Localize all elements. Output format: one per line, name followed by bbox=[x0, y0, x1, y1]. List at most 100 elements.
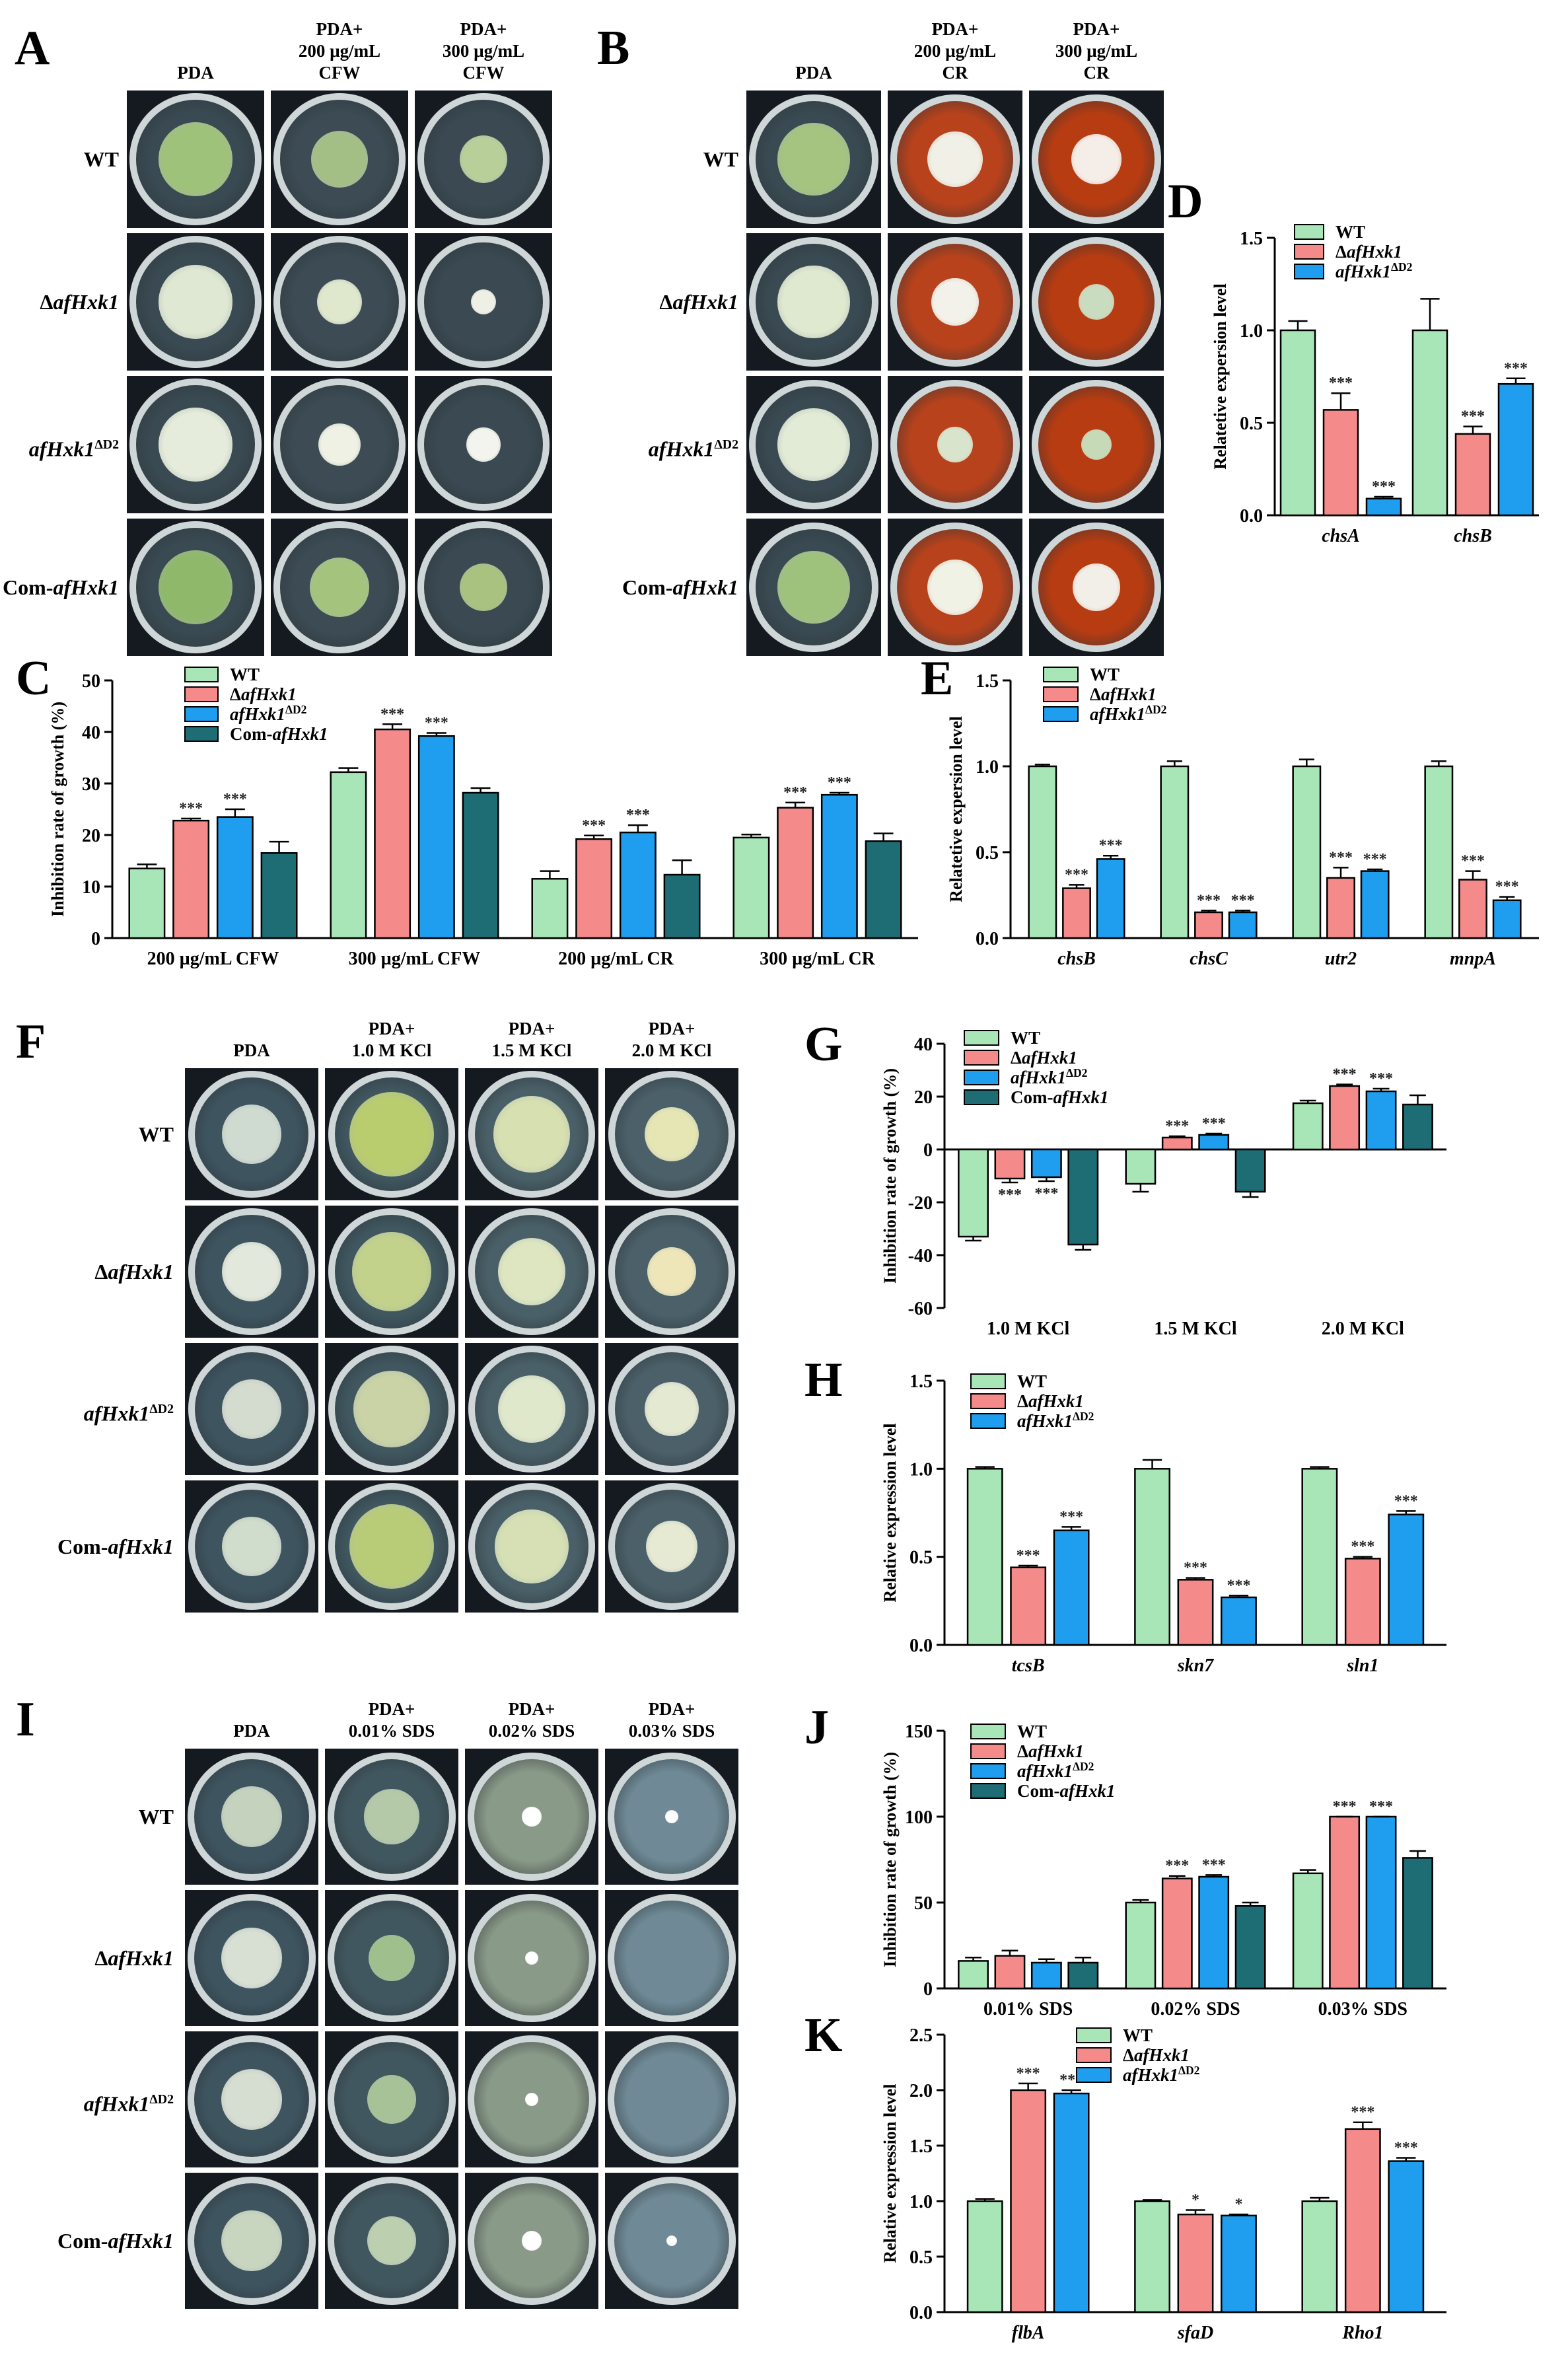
x-tick-label: 0.01% SDS bbox=[983, 1999, 1073, 2019]
bar bbox=[1030, 1961, 1062, 1990]
legend-label: ΔafHxk1 bbox=[1017, 1741, 1084, 1761]
column-header: PDA+ 2.0 M KCl bbox=[631, 1019, 712, 1060]
agar-medium bbox=[614, 2041, 730, 2158]
y-tick-label: 1.5 bbox=[1240, 229, 1263, 249]
fungal-colony bbox=[159, 550, 232, 624]
bar bbox=[1329, 1815, 1361, 1990]
legend-label: WT bbox=[1090, 665, 1120, 684]
legend-swatch bbox=[184, 686, 219, 702]
legend-swatch bbox=[970, 1724, 1006, 1739]
plate-photo bbox=[184, 1342, 320, 1476]
fungal-colony bbox=[931, 278, 979, 326]
x-tick-label: chsC bbox=[1190, 949, 1228, 969]
fungal-colony bbox=[497, 1375, 566, 1443]
bar bbox=[994, 1955, 1026, 1990]
y-tick-label: 20 bbox=[914, 1087, 933, 1108]
bar bbox=[374, 728, 411, 939]
y-axis-label: Inhibition rate of growth (%) bbox=[880, 1068, 900, 1284]
bar bbox=[1062, 887, 1091, 939]
y-axis-label: Relatetive expersion level bbox=[1211, 283, 1230, 470]
legend-swatch bbox=[964, 1070, 999, 1085]
plate-photo bbox=[184, 1479, 320, 1614]
plate-photo bbox=[604, 1889, 740, 2027]
panel-letter-J: J bbox=[804, 1700, 829, 1755]
fungal-colony bbox=[159, 122, 232, 196]
significance-mark: *** bbox=[1504, 360, 1528, 377]
legend-label: afHxk1ΔD2 bbox=[230, 703, 307, 724]
plate-photo bbox=[604, 1342, 740, 1476]
bar bbox=[966, 2200, 1003, 2313]
significance-mark: *** bbox=[1333, 1066, 1357, 1083]
row-label: WT bbox=[138, 1122, 174, 1146]
column-header: PDA bbox=[177, 63, 214, 83]
significance-mark: *** bbox=[1394, 2139, 1418, 2156]
plate-photo bbox=[1028, 89, 1165, 229]
significance-mark: *** bbox=[582, 817, 606, 834]
row-label: ΔafHxk1 bbox=[94, 1946, 174, 1970]
fungal-colony bbox=[367, 2074, 417, 2125]
bar bbox=[1388, 1513, 1425, 1646]
legend-swatch bbox=[184, 706, 219, 722]
legend-label: ΔafHxk1 bbox=[1017, 1391, 1084, 1411]
plate-photo bbox=[604, 1479, 740, 1614]
y-tick-label: 0.0 bbox=[976, 929, 999, 949]
bar bbox=[1028, 765, 1057, 939]
x-tick-label: chsB bbox=[1057, 949, 1096, 969]
fungal-colony bbox=[937, 426, 974, 463]
fungal-colony bbox=[644, 1381, 699, 1437]
fungal-colony bbox=[470, 289, 497, 315]
plate-photo bbox=[413, 232, 553, 372]
fungal-colony bbox=[353, 1371, 430, 1447]
y-tick-label: 0 bbox=[91, 929, 100, 949]
bar bbox=[462, 791, 499, 939]
plate-photo bbox=[269, 517, 410, 657]
legend-swatch bbox=[970, 1763, 1006, 1779]
bar bbox=[1365, 497, 1402, 517]
legend-swatch bbox=[1076, 2027, 1112, 2043]
y-tick-label: 2.5 bbox=[909, 2025, 933, 2046]
y-tick-label: 0.5 bbox=[976, 843, 999, 863]
y-axis-label: Relative expression level bbox=[880, 2084, 900, 2263]
row-label: afHxk1ΔD2 bbox=[83, 2091, 174, 2116]
bar bbox=[1326, 877, 1355, 939]
row-label: afHxk1ΔD2 bbox=[83, 1401, 174, 1426]
bar bbox=[1053, 1529, 1090, 1646]
plate-photo bbox=[604, 1747, 740, 1886]
significance-mark: *** bbox=[1165, 1118, 1189, 1135]
fungal-colony bbox=[666, 2235, 678, 2247]
plate-photo bbox=[184, 1747, 320, 1886]
legend-swatch bbox=[970, 1373, 1006, 1389]
bar bbox=[865, 840, 902, 939]
fungal-colony bbox=[159, 408, 232, 482]
legend-label: ΔafHxk1 bbox=[1011, 1048, 1077, 1068]
bar bbox=[1292, 1102, 1324, 1151]
y-tick-label: 0.0 bbox=[1240, 506, 1263, 527]
chart-K: 0.0 0.5 1.0 1.5 2.0 2.5 Relative expression le… bbox=[880, 2025, 1446, 2343]
significance-mark: *** bbox=[1369, 1070, 1393, 1087]
significance-mark: *** bbox=[223, 791, 247, 808]
plate-photo bbox=[886, 89, 1024, 229]
panel-letter-I: I bbox=[16, 1692, 35, 1747]
x-tick-label: 0.03% SDS bbox=[1318, 1999, 1408, 2019]
bar bbox=[1177, 1579, 1214, 1646]
bar bbox=[1010, 1566, 1047, 1646]
significance-mark: *** bbox=[783, 784, 807, 801]
row-label: WT bbox=[138, 1805, 174, 1829]
significance-mark: *** bbox=[1495, 879, 1519, 896]
column-header: PDA+ 0.03% SDS bbox=[628, 1699, 715, 1741]
bar bbox=[1177, 2213, 1214, 2313]
panel-letter-H: H bbox=[804, 1353, 843, 1407]
significance-mark: *** bbox=[626, 807, 650, 824]
chart-C: 0 10 20 30 40 50 Inhibition rate of growth (%)… bbox=[48, 665, 918, 969]
fungal-colony bbox=[497, 1237, 566, 1306]
bar bbox=[1134, 2200, 1170, 2313]
fungal-colony bbox=[927, 560, 983, 615]
significance-mark: *** bbox=[1016, 1547, 1040, 1564]
significance-mark: *** bbox=[1372, 478, 1396, 495]
y-tick-label: 1.5 bbox=[909, 2136, 933, 2157]
x-tick-label: sfaD bbox=[1177, 2323, 1213, 2343]
plate-photo bbox=[464, 1889, 600, 2027]
bar bbox=[732, 836, 770, 939]
significance-mark: *** bbox=[1227, 1577, 1250, 1594]
fungal-colony bbox=[221, 1104, 282, 1165]
